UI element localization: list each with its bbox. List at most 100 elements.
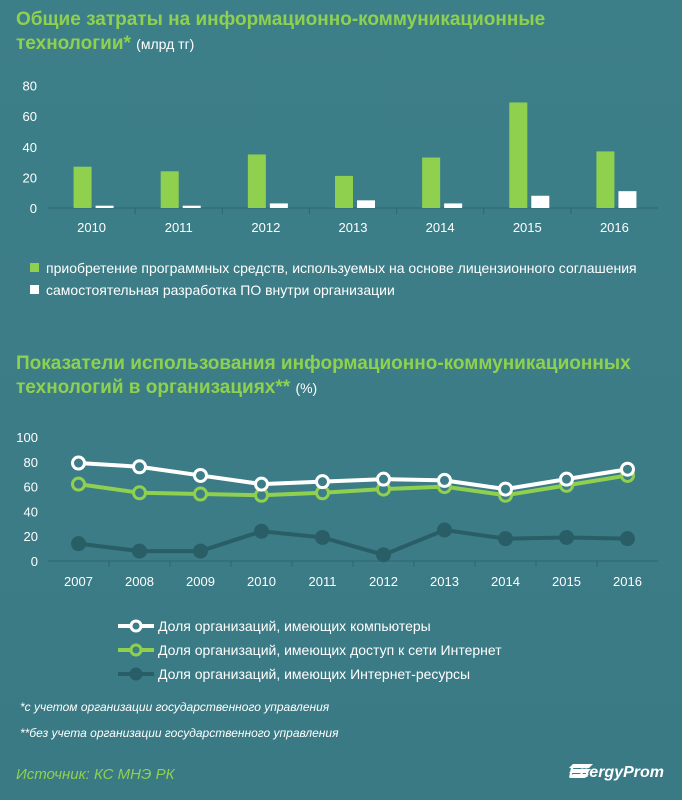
- y-tick-label: 20: [24, 529, 38, 544]
- line-chart: 0 20 40 60 80 100 2007 2008 2009 2010 2011 2012 2013…: [16, 430, 658, 589]
- data-point: [559, 529, 574, 545]
- series-line: [78, 473, 628, 498]
- bar-licensed: [422, 157, 441, 208]
- line-legend-label: Доля организаций, имеющих Интернет-ресур…: [158, 666, 471, 682]
- bar-licensed: [596, 151, 615, 208]
- y-tick-label: 40: [24, 504, 38, 519]
- x-tick-label: 2016: [613, 574, 642, 589]
- x-tick-label: 2013: [430, 574, 459, 589]
- brand-name: EnergyProm: [568, 764, 664, 781]
- line-legend-label: Доля организаций, имеющих компьютеры: [158, 618, 431, 634]
- data-point: [498, 481, 513, 497]
- x-tick-label: 2016: [600, 220, 629, 235]
- series-line: [78, 527, 628, 557]
- data-point: [376, 547, 391, 563]
- bar-inhouse: [444, 203, 463, 208]
- footnote-2: **без учета организации государственного…: [20, 726, 339, 740]
- y-tick-label: 80: [23, 79, 37, 94]
- x-tick-label: 2011: [165, 220, 193, 235]
- line-legend-label: Доля организаций, имеющих доступ к сети …: [158, 642, 502, 658]
- data-point: [193, 486, 208, 502]
- data-point: [132, 459, 147, 475]
- y-tick-label: 0: [31, 554, 38, 569]
- line-legend-item-computers: Доля организаций, имеющих компьютеры: [118, 614, 502, 638]
- data-point: [620, 461, 635, 477]
- data-point: [254, 523, 269, 539]
- chart1-title: Общие затраты на информационно-коммуника…: [16, 8, 616, 56]
- data-point: [71, 476, 86, 492]
- x-tick-label: 2008: [125, 574, 154, 589]
- x-tick-label: 2014: [491, 574, 520, 589]
- y-tick-label: 40: [23, 140, 37, 155]
- series-line: [78, 461, 628, 492]
- chart1-unit: (млрд тг): [136, 36, 195, 52]
- data-point: [254, 476, 269, 492]
- source-text: Источник: КС МНЭ РК: [16, 766, 175, 783]
- x-tick-label: 2011: [309, 574, 337, 589]
- bar-inhouse: [95, 205, 114, 208]
- y-tick-label: 0: [30, 201, 37, 216]
- line-legend-item-internet: Доля организаций, имеющих доступ к сети …: [118, 638, 502, 662]
- bar-inhouse: [182, 205, 201, 208]
- line-legend: Доля организаций, имеющих компьютеры Дол…: [118, 614, 502, 686]
- data-point: [193, 543, 208, 559]
- x-tick-label: 2009: [186, 574, 215, 589]
- y-tick-label: 100: [16, 430, 38, 445]
- green-line-marker-icon: [118, 643, 154, 657]
- chart2-title: Показатели использования информационно-к…: [16, 352, 666, 400]
- bar-legend-label: самостоятельная разработка ПО внутри орг…: [46, 282, 395, 298]
- data-point: [315, 529, 330, 545]
- white-square-icon: [30, 285, 39, 294]
- data-point: [193, 467, 208, 483]
- bar-legend-item-licensed: приобретение программных средств, исполь…: [30, 258, 670, 278]
- x-tick-label: 2010: [77, 220, 106, 235]
- x-tick-label: 2010: [247, 574, 276, 589]
- x-tick-label: 2012: [369, 574, 398, 589]
- y-tick-label: 20: [23, 170, 37, 185]
- bar-licensed: [73, 166, 92, 208]
- data-point: [498, 531, 513, 547]
- dark-line-marker-icon: [118, 667, 154, 681]
- bar-legend-label: приобретение программных средств, исполь…: [46, 260, 637, 276]
- white-line-marker-icon: [118, 619, 154, 633]
- energyprom-logo-icon: [568, 764, 593, 778]
- data-point: [71, 536, 86, 552]
- green-square-icon: [30, 263, 39, 272]
- chart2-title-text: Показатели использования информационно-к…: [16, 353, 631, 398]
- bar-licensed: [509, 102, 528, 208]
- bar-inhouse: [531, 195, 550, 208]
- data-point: [315, 474, 330, 490]
- bar-licensed: [335, 175, 353, 208]
- bar-licensed: [247, 154, 266, 208]
- chart2-unit: (%): [295, 380, 318, 396]
- data-point: [620, 531, 635, 547]
- bar-inhouse: [618, 191, 637, 208]
- x-tick-label: 2007: [64, 574, 93, 589]
- x-tick-label: 2014: [426, 220, 455, 235]
- brand-logo: EnergyProm: [568, 764, 664, 782]
- chart1-title-text: Общие затраты на информационно-коммуника…: [16, 9, 546, 54]
- bar-legend-item-inhouse: самостоятельная разработка ПО внутри орг…: [30, 280, 670, 300]
- data-point: [132, 543, 147, 559]
- bar-licensed: [160, 171, 179, 208]
- bar-inhouse: [269, 203, 288, 208]
- data-point: [376, 471, 391, 487]
- footnote-1: *с учетом организации государственного у…: [20, 700, 330, 714]
- x-tick-label: 2012: [251, 220, 280, 235]
- bar-chart: 0 20 40 60 80 2010 2011 2012 2013 2014 2015 2016: [23, 79, 658, 235]
- x-tick-label: 2015: [513, 220, 542, 235]
- data-point: [559, 471, 574, 487]
- data-point: [437, 522, 452, 538]
- bar-inhouse: [357, 200, 375, 208]
- line-legend-item-resources: Доля организаций, имеющих Интернет-ресур…: [118, 662, 502, 686]
- data-point: [437, 472, 452, 488]
- y-tick-label: 80: [24, 455, 38, 470]
- y-tick-label: 60: [24, 480, 38, 495]
- x-tick-label: 2015: [552, 574, 581, 589]
- data-point: [132, 485, 147, 501]
- x-tick-label: 2013: [339, 220, 368, 235]
- data-point: [71, 455, 86, 471]
- bar-legend: приобретение программных средств, исполь…: [30, 258, 670, 300]
- y-tick-label: 60: [23, 109, 37, 124]
